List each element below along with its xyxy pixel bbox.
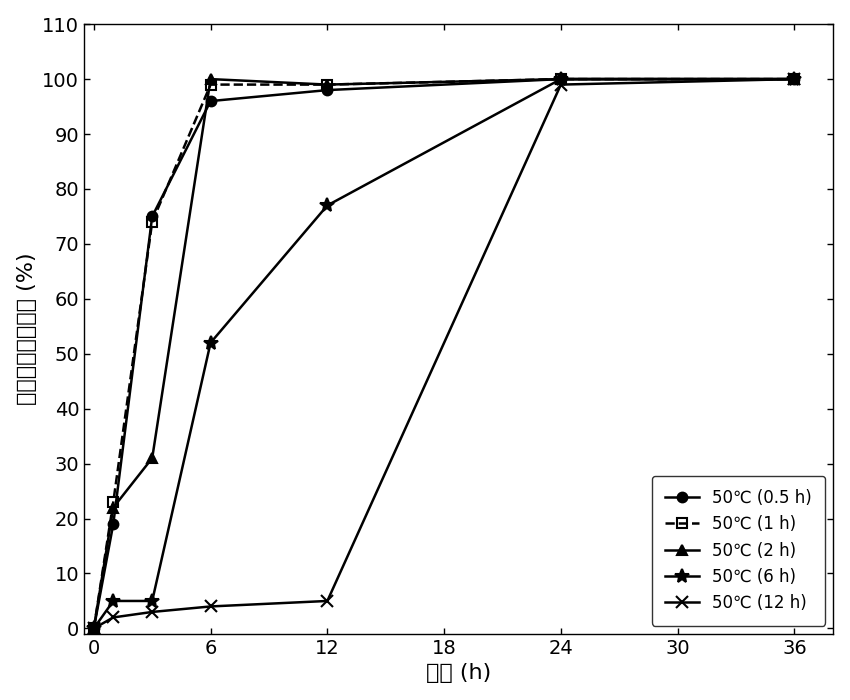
50℃ (6 h) bbox=[322, 201, 332, 209]
50℃ (12 h) bbox=[108, 613, 118, 622]
50℃ (2 h) bbox=[556, 75, 566, 83]
Line: 50℃ (12 h): 50℃ (12 h) bbox=[88, 73, 801, 635]
50℃ (6 h) bbox=[790, 75, 800, 83]
X-axis label: 时间 (h): 时间 (h) bbox=[426, 664, 491, 683]
50℃ (6 h) bbox=[556, 75, 566, 83]
Line: 50℃ (6 h): 50℃ (6 h) bbox=[87, 72, 802, 636]
50℃ (2 h) bbox=[790, 75, 800, 83]
50℃ (2 h) bbox=[108, 503, 118, 512]
50℃ (6 h) bbox=[206, 339, 216, 347]
50℃ (0.5 h) bbox=[88, 624, 99, 633]
50℃ (2 h) bbox=[322, 80, 332, 89]
50℃ (1 h) bbox=[556, 75, 566, 83]
50℃ (12 h) bbox=[206, 602, 216, 610]
50℃ (6 h) bbox=[108, 597, 118, 606]
50℃ (6 h) bbox=[88, 624, 99, 633]
Y-axis label: 橄榄苦苷的降解率 (%): 橄榄苦苷的降解率 (%) bbox=[17, 253, 37, 405]
50℃ (12 h) bbox=[322, 597, 332, 606]
50℃ (12 h) bbox=[556, 80, 566, 89]
Line: 50℃ (2 h): 50℃ (2 h) bbox=[89, 74, 799, 634]
50℃ (1 h) bbox=[108, 498, 118, 506]
50℃ (0.5 h) bbox=[790, 75, 800, 83]
Line: 50℃ (0.5 h): 50℃ (0.5 h) bbox=[89, 74, 799, 634]
50℃ (0.5 h) bbox=[206, 97, 216, 105]
50℃ (12 h) bbox=[790, 75, 800, 83]
50℃ (1 h) bbox=[790, 75, 800, 83]
50℃ (2 h) bbox=[88, 624, 99, 633]
50℃ (12 h) bbox=[147, 608, 157, 616]
50℃ (1 h) bbox=[147, 218, 157, 226]
50℃ (2 h) bbox=[206, 75, 216, 83]
50℃ (0.5 h) bbox=[108, 520, 118, 528]
50℃ (12 h) bbox=[88, 624, 99, 633]
50℃ (0.5 h) bbox=[556, 75, 566, 83]
50℃ (1 h) bbox=[88, 624, 99, 633]
Line: 50℃ (1 h): 50℃ (1 h) bbox=[89, 74, 799, 634]
50℃ (6 h) bbox=[147, 597, 157, 606]
Legend: 50℃ (0.5 h), 50℃ (1 h), 50℃ (2 h), 50℃ (6 h), 50℃ (12 h): 50℃ (0.5 h), 50℃ (1 h), 50℃ (2 h), 50℃ (… bbox=[652, 475, 825, 626]
50℃ (0.5 h) bbox=[322, 86, 332, 94]
50℃ (2 h) bbox=[147, 454, 157, 462]
50℃ (1 h) bbox=[322, 80, 332, 89]
50℃ (0.5 h) bbox=[147, 212, 157, 220]
50℃ (1 h) bbox=[206, 80, 216, 89]
